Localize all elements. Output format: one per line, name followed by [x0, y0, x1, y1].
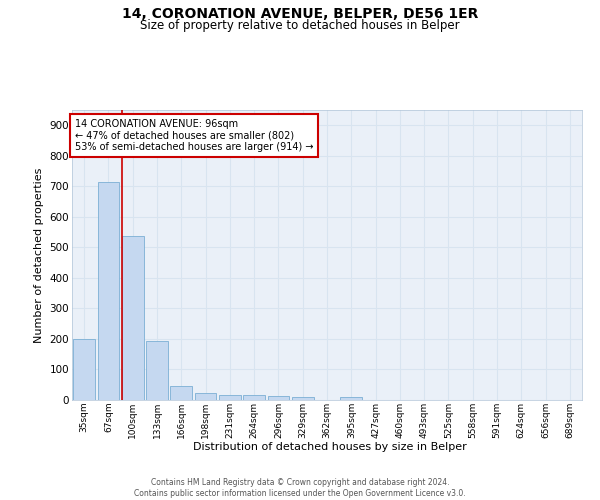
Y-axis label: Number of detached properties: Number of detached properties — [34, 168, 44, 342]
Bar — [170, 386, 192, 400]
Bar — [243, 396, 265, 400]
Bar — [97, 182, 119, 400]
Text: 14 CORONATION AVENUE: 96sqm
← 47% of detached houses are smaller (802)
53% of se: 14 CORONATION AVENUE: 96sqm ← 47% of det… — [74, 118, 313, 152]
Bar — [268, 396, 289, 400]
Text: Contains HM Land Registry data © Crown copyright and database right 2024.
Contai: Contains HM Land Registry data © Crown c… — [134, 478, 466, 498]
Bar — [340, 397, 362, 400]
Text: 14, CORONATION AVENUE, BELPER, DE56 1ER: 14, CORONATION AVENUE, BELPER, DE56 1ER — [122, 8, 478, 22]
Bar — [292, 397, 314, 400]
Bar — [122, 236, 143, 400]
Bar — [219, 394, 241, 400]
Bar — [73, 339, 95, 400]
Text: Size of property relative to detached houses in Belper: Size of property relative to detached ho… — [140, 19, 460, 32]
Bar — [146, 342, 168, 400]
Bar — [194, 394, 217, 400]
Text: Distribution of detached houses by size in Belper: Distribution of detached houses by size … — [193, 442, 467, 452]
